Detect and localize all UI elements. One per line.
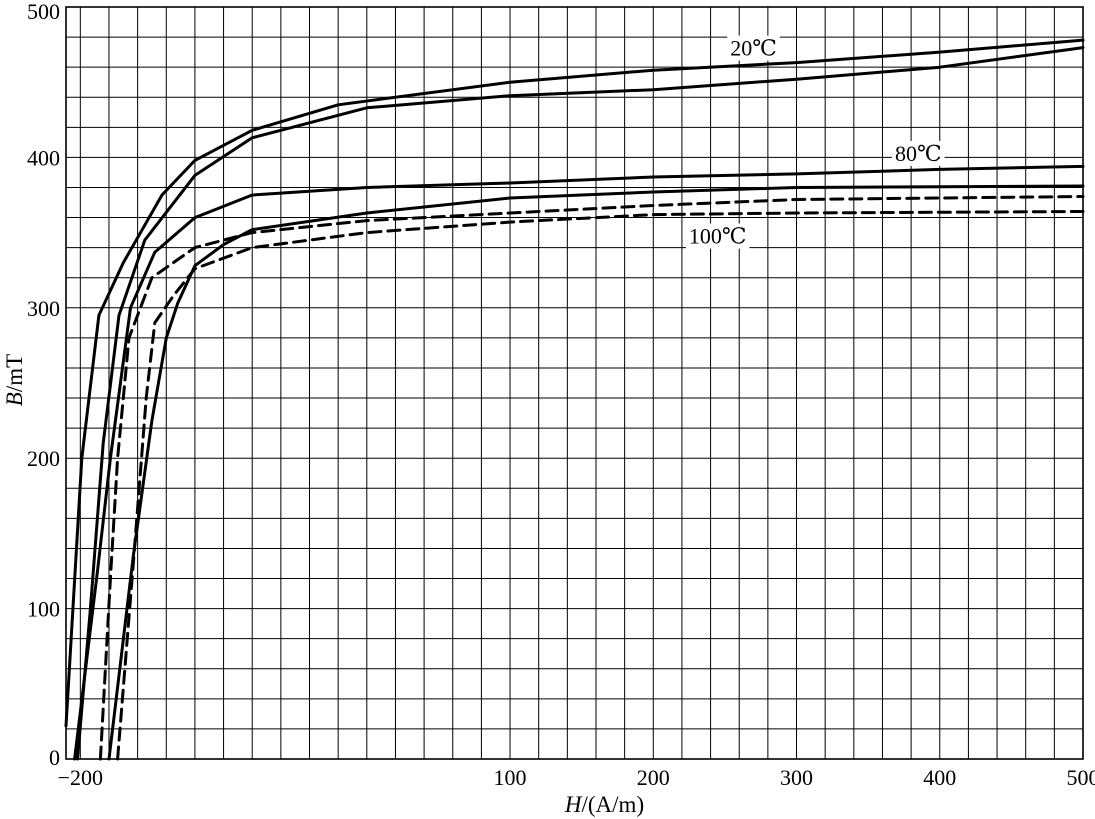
y-tick-label: 200 (27, 446, 60, 471)
curve-label-group-3: 100℃ (685, 223, 750, 249)
x-tick-label: −200 (58, 765, 103, 790)
grid (65, 6, 1084, 760)
x-tick-label: 400 (923, 765, 956, 790)
curve-label-1: 20℃ (730, 36, 777, 61)
curve-label-bg (685, 223, 750, 249)
curve-label-group-1: 20℃ (727, 35, 780, 61)
curve-label-3: 100℃ (689, 224, 747, 249)
x-axis-title: H/(A/m) (564, 792, 644, 817)
curve-label-bg (891, 140, 945, 166)
x-tick-label: 100 (494, 765, 527, 790)
y-tick-label: 0 (49, 745, 60, 770)
x-axis-unit: /(A/m) (582, 792, 645, 817)
curve-label-group-2: 80℃ (891, 140, 945, 166)
tick-labels: −200 100 200 300 400 500 0 100 200 300 400 500 (27, 0, 1095, 790)
curve-labels: 20℃ 80℃ 100℃ (685, 35, 945, 249)
series-line-2-branch-1 (73, 164, 1085, 761)
series-line-1-branch-1 (64, 38, 1085, 728)
x-tick-label: 500 (1067, 765, 1095, 790)
x-axis-symbol: H (564, 792, 583, 817)
y-axis-symbol: B (2, 392, 27, 406)
y-tick-label: 100 (27, 597, 60, 622)
series-line-1-branch-2 (76, 46, 1085, 761)
y-tick-label: 500 (27, 0, 60, 24)
y-tick-label: 400 (27, 145, 60, 170)
y-axis-unit: /mT (2, 354, 27, 392)
y-axis-title: B/mT (2, 354, 27, 406)
curve-label-bg (727, 35, 780, 61)
series-line-2-branch-2 (107, 184, 1085, 761)
axis-titles: H/(A/m) B/mT (2, 354, 644, 817)
series-line-3-branch-1 (98, 195, 1085, 761)
y-tick-label: 300 (27, 296, 60, 321)
plot-frame (65, 6, 1084, 760)
x-tick-label: 300 (780, 765, 813, 790)
series-layer (64, 38, 1085, 761)
x-tick-label: 200 (637, 765, 670, 790)
curve-label-2: 80℃ (895, 141, 942, 166)
series-line-3-branch-2 (116, 210, 1085, 761)
